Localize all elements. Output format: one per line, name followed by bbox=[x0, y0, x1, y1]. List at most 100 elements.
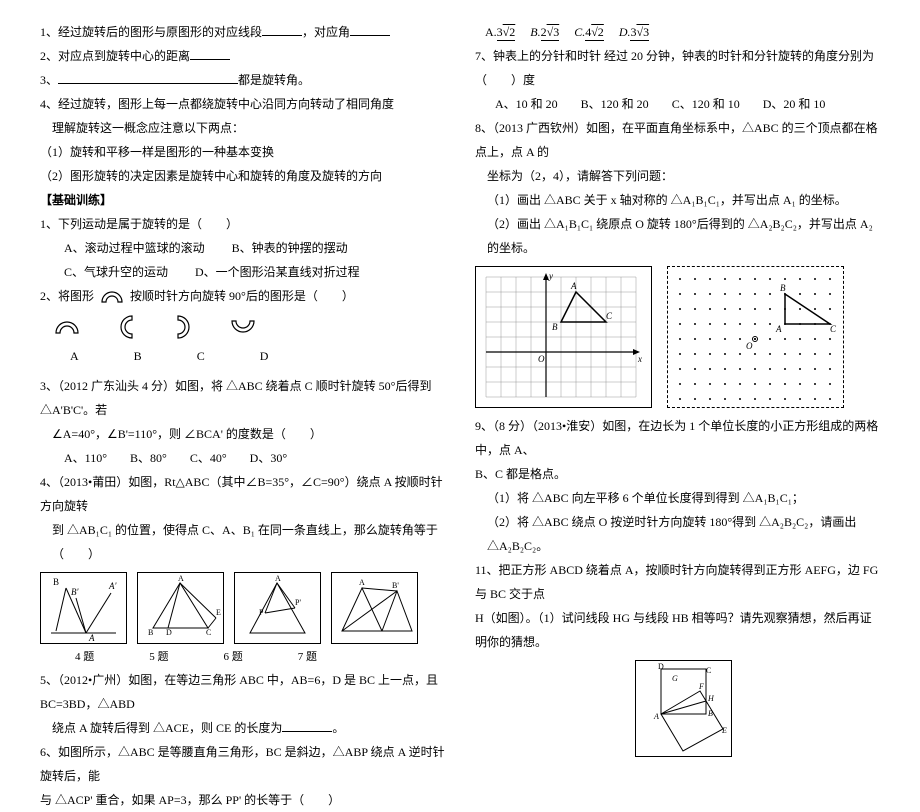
opt-d-label: D. bbox=[619, 25, 631, 39]
opt: D、30° bbox=[250, 451, 287, 465]
line-6: （1）旋转和平移一样是图形的一种基本变换 bbox=[40, 140, 445, 164]
text: 1、经过旋转后的图形与原图形的对应线段 bbox=[40, 25, 262, 39]
label-a: A bbox=[70, 344, 79, 368]
opt-c-label: C. bbox=[574, 25, 585, 39]
fig-7: A B' bbox=[331, 572, 418, 644]
q11a: 11、把正方形 ABCD 绕着点 A，按顺时针方向旋转得到正方形 AEFG，边 … bbox=[475, 558, 880, 606]
fig-5: A B D C E bbox=[137, 572, 224, 644]
svg-text:x: x bbox=[637, 354, 642, 364]
opt-a-label: A. bbox=[485, 25, 497, 39]
label: 5 题 bbox=[149, 646, 168, 668]
text: ，对应角 bbox=[302, 25, 350, 39]
svg-text:B: B bbox=[148, 628, 153, 637]
q2-shape-icon bbox=[98, 286, 126, 306]
q4a: 4、（2013•莆田）如图，Rt△ABC（其中∠B=35°，∠C=90°）绕点 … bbox=[40, 470, 445, 518]
coordinate-grid-1: y x O A B C bbox=[475, 266, 652, 408]
svg-text:A: A bbox=[275, 574, 281, 583]
q7-options: A、10 和 20 B、120 和 20 C、120 和 10 D、20 和 1… bbox=[475, 92, 880, 116]
svg-text:A: A bbox=[570, 281, 577, 291]
svg-text:B: B bbox=[780, 283, 786, 293]
q8d: （2）画出 △A₁B₁C₁ 绕原点 O 旋转 180°后得到的 △A₂B₂C₂，… bbox=[475, 212, 880, 260]
label: 6 题 bbox=[224, 646, 243, 668]
line-2: 2、对应点到旋转中心的距离 bbox=[40, 44, 445, 68]
fig-6: A P P' bbox=[234, 572, 321, 644]
q9d: （2）将 △ABC 绕点 O 按逆时针方向旋转 180°得到 △A₂B₂C₂，请… bbox=[475, 510, 880, 558]
blank bbox=[262, 23, 302, 36]
opt: A、10 和 20 bbox=[495, 97, 558, 111]
q5a: 5、（2012•广州）如图，在等边三角形 ABC 中，AB=6，D 是 BC 上… bbox=[40, 668, 445, 716]
fig-4: B B' A' A bbox=[40, 572, 127, 644]
q2-text-1: 2、将图形 bbox=[40, 284, 94, 308]
opt-c-val: 4√2 bbox=[585, 25, 604, 41]
q1-options: A、滚动过程中篮球的滚动 B、钟表的钟摆的摆动 bbox=[40, 236, 445, 260]
svg-text:B': B' bbox=[71, 587, 79, 597]
right-column: A.3√2 B.2√3 C.4√2 D.3√3 7、钟表上的分针和时针 经过 2… bbox=[475, 20, 880, 630]
q2: 2、将图形 按顺时针方向旋转 90°后的图形是（ ） bbox=[40, 284, 445, 308]
q9a: 9、（8 分）（2013•淮安）如图，在边长为 1 个单位长度的小正方形组成的两… bbox=[475, 414, 880, 462]
q7: 7、钟表上的分针和时针 经过 20 分钟，钟表的时针和分针旋转的角度分别为（ ）… bbox=[475, 44, 880, 92]
text: 绕点 A 旋转后得到 △ACE，则 CE 的长度为 bbox=[52, 721, 282, 735]
shapes-row bbox=[52, 312, 445, 342]
q3-options: A、110° B、80° C、40° D、30° bbox=[40, 446, 445, 470]
label-d: D bbox=[260, 344, 269, 368]
svg-text:y: y bbox=[548, 271, 553, 281]
q9b: B、C 都是格点。 bbox=[475, 462, 880, 486]
svg-text:O: O bbox=[746, 341, 753, 351]
svg-text:B': B' bbox=[392, 581, 399, 590]
section-train: 【基础训练】 bbox=[40, 188, 445, 212]
q1: 1、下列运动是属于旋转的是（ ） bbox=[40, 212, 445, 236]
opt: C、40° bbox=[190, 451, 227, 465]
label-c: C bbox=[197, 344, 205, 368]
shape-c-icon bbox=[170, 312, 198, 342]
svg-text:D: D bbox=[658, 662, 664, 671]
opt-d-val: 3√3 bbox=[630, 25, 649, 41]
opt-b-val: 2√3 bbox=[541, 25, 560, 41]
line-5: 理解旋转这一概念应注意以下两点： bbox=[40, 116, 445, 140]
shape-d-icon bbox=[228, 313, 258, 341]
shape-b-icon bbox=[112, 312, 140, 342]
svg-text:C: C bbox=[830, 324, 837, 334]
q3a: 3、（2012 广东汕头 4 分）如图，将 △ABC 绕着点 C 顺时针旋转 5… bbox=[40, 374, 445, 422]
line-7: （2）图形旋转的决定因素是旋转中心和旋转的角度及旋转的方向 bbox=[40, 164, 445, 188]
svg-text:A: A bbox=[775, 324, 782, 334]
opt: B、80° bbox=[130, 451, 167, 465]
svg-text:E: E bbox=[216, 608, 221, 617]
answer-row: A.3√2 B.2√3 C.4√2 D.3√3 bbox=[475, 20, 880, 44]
q3b: ∠A=40°，∠B'=110°，则 ∠BCA' 的度数是（ ） bbox=[40, 422, 445, 446]
q8a: 8、（2013 广西钦州）如图，在平面直角坐标系中，△ABC 的三个顶点都在格点… bbox=[475, 116, 880, 164]
svg-text:A: A bbox=[178, 574, 184, 583]
opt: A、110° bbox=[64, 451, 107, 465]
svg-text:A: A bbox=[359, 578, 365, 587]
blank bbox=[190, 47, 230, 60]
text: 。 bbox=[332, 721, 344, 735]
text: 2、对应点到旋转中心的距离 bbox=[40, 49, 190, 63]
blank bbox=[58, 71, 238, 84]
svg-text:A: A bbox=[88, 633, 95, 643]
svg-text:B: B bbox=[552, 322, 558, 332]
grid-images: y x O A B C bbox=[475, 266, 880, 408]
text: 3、 bbox=[40, 73, 58, 87]
svg-text:D: D bbox=[166, 628, 172, 637]
opt: D、20 和 10 bbox=[763, 97, 826, 111]
q2-text-2: 按顺时针方向旋转 90°后的图形是（ ） bbox=[130, 284, 354, 308]
q6b: 与 △ACP' 重合，如果 AP=3，那么 PP' 的长等于（ ） bbox=[40, 788, 445, 812]
opt-b-label: B. bbox=[530, 25, 540, 39]
geo-labels: 4 题 5 题 6 题 7 题 bbox=[40, 646, 445, 668]
text: 都是旋转角。 bbox=[238, 73, 310, 87]
q4b: 到 △AB₁C₁ 的位置，使得点 C、A、B₁ 在同一条直线上，那么旋转角等于（… bbox=[40, 518, 445, 566]
q6a: 6、如图所示，△ABC 是等腰直角三角形，BC 是斜边，△ABP 绕点 A 逆时… bbox=[40, 740, 445, 788]
svg-text:F: F bbox=[698, 682, 704, 691]
line-1: 1、经过旋转后的图形与原图形的对应线段 ，对应角 bbox=[40, 20, 445, 44]
square-figure: D C G F H B A E bbox=[635, 660, 732, 757]
svg-text:P: P bbox=[259, 608, 264, 617]
svg-text:P': P' bbox=[295, 598, 301, 607]
opt-a-val: 3√2 bbox=[497, 25, 516, 41]
blank bbox=[350, 23, 390, 36]
shape-a-icon bbox=[52, 313, 82, 341]
line-3: 3、 都是旋转角。 bbox=[40, 68, 445, 92]
geo-figures-row: B B' A' A A B D C E bbox=[40, 572, 445, 644]
q8b: 坐标为（2，4），请解答下列问题： bbox=[475, 164, 880, 188]
label: 7 题 bbox=[298, 646, 317, 668]
svg-text:A': A' bbox=[108, 581, 117, 591]
opt-d: D、一个图形沿某直线对折过程 bbox=[195, 265, 360, 279]
